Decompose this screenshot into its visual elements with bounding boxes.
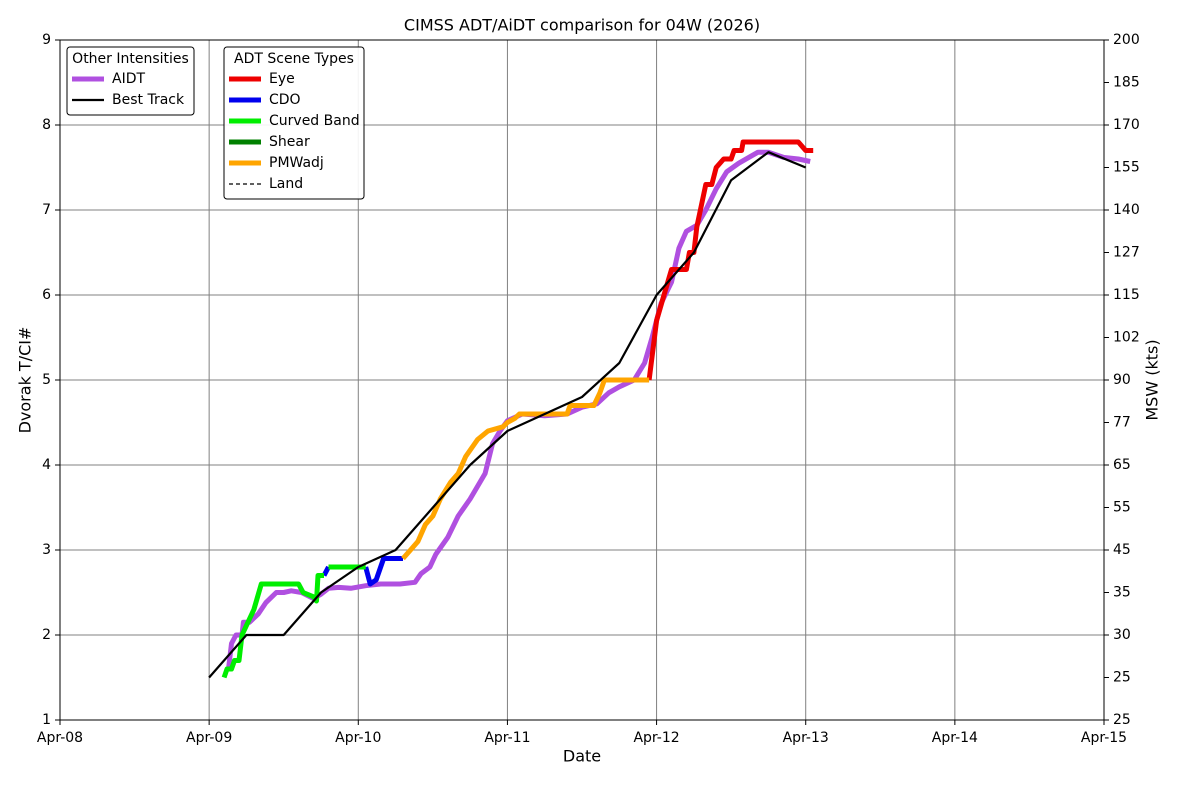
series-line: [646, 139, 814, 381]
y2-tick-label: 115: [1113, 287, 1140, 303]
legend-label: Eye: [269, 71, 295, 87]
y2-tick-label: 55: [1113, 500, 1131, 516]
y-tick-label: 5: [42, 372, 51, 388]
y2-tick-label: 77: [1113, 415, 1131, 431]
y2-tick-label: 30: [1113, 627, 1131, 643]
y2-tick-label: 200: [1113, 32, 1140, 48]
y2-tick-label: 35: [1113, 585, 1131, 601]
y2-tick-label: 65: [1113, 457, 1131, 473]
x-tick-label: Apr-11: [484, 730, 530, 746]
y-axis-label: Dvorak T/CI#: [16, 327, 35, 434]
y-tick-label: 2: [42, 627, 51, 643]
x-tick-label: Apr-08: [37, 730, 83, 746]
y-tick-label: 9: [42, 32, 51, 48]
y-tick-label: 7: [42, 202, 51, 218]
x-tick-label: Apr-09: [186, 730, 232, 746]
x-tick-label: Apr-13: [783, 730, 829, 746]
legend-title: Other Intensities: [72, 51, 189, 67]
y2-tick-label: 90: [1113, 372, 1131, 388]
x-tick-label: Apr-15: [1081, 730, 1127, 746]
y2-tick-label: 127: [1113, 245, 1140, 261]
legend-label: PMWadj: [269, 155, 324, 171]
legend-label: Best Track: [112, 92, 185, 108]
legend-box: [66, 46, 195, 116]
y2-tick-label: 155: [1113, 160, 1140, 176]
x-axis-label: Date: [563, 747, 601, 766]
plot-frame: [59, 39, 1105, 721]
y-tick-label: 3: [42, 542, 51, 558]
series-line: [401, 377, 650, 561]
y2-tick-label: 140: [1113, 202, 1140, 218]
y2-tick-label: 25: [1113, 712, 1131, 728]
series-line: [208, 151, 807, 679]
series-line: [226, 149, 811, 670]
y2-tick-label: 170: [1113, 117, 1140, 133]
y2-tick-label: 45: [1113, 542, 1131, 558]
legend-label: AIDT: [112, 71, 145, 87]
legend-label: CDO: [269, 92, 301, 108]
y-tick-label: 6: [42, 287, 51, 303]
y-tick-label: 1: [42, 712, 51, 728]
series-line: [321, 556, 403, 587]
legend-label: Curved Band: [269, 113, 360, 129]
x-tick-label: Apr-12: [633, 730, 679, 746]
y-tick-label: 8: [42, 117, 51, 133]
y2-axis-label: MSW (kts): [1143, 339, 1162, 420]
x-tick-label: Apr-10: [335, 730, 381, 746]
x-tick-label: Apr-14: [932, 730, 978, 746]
chart-title: CIMSS ADT/AiDT comparison for 04W (2026): [404, 16, 760, 35]
legend-label: Land: [269, 176, 303, 192]
legend-label: Shear: [269, 134, 310, 150]
y-tick-label: 4: [42, 457, 51, 473]
y2-tick-label: 185: [1113, 75, 1140, 91]
legend-title: ADT Scene Types: [234, 51, 354, 67]
y2-tick-label: 25: [1113, 670, 1131, 686]
y2-tick-label: 102: [1113, 330, 1140, 346]
